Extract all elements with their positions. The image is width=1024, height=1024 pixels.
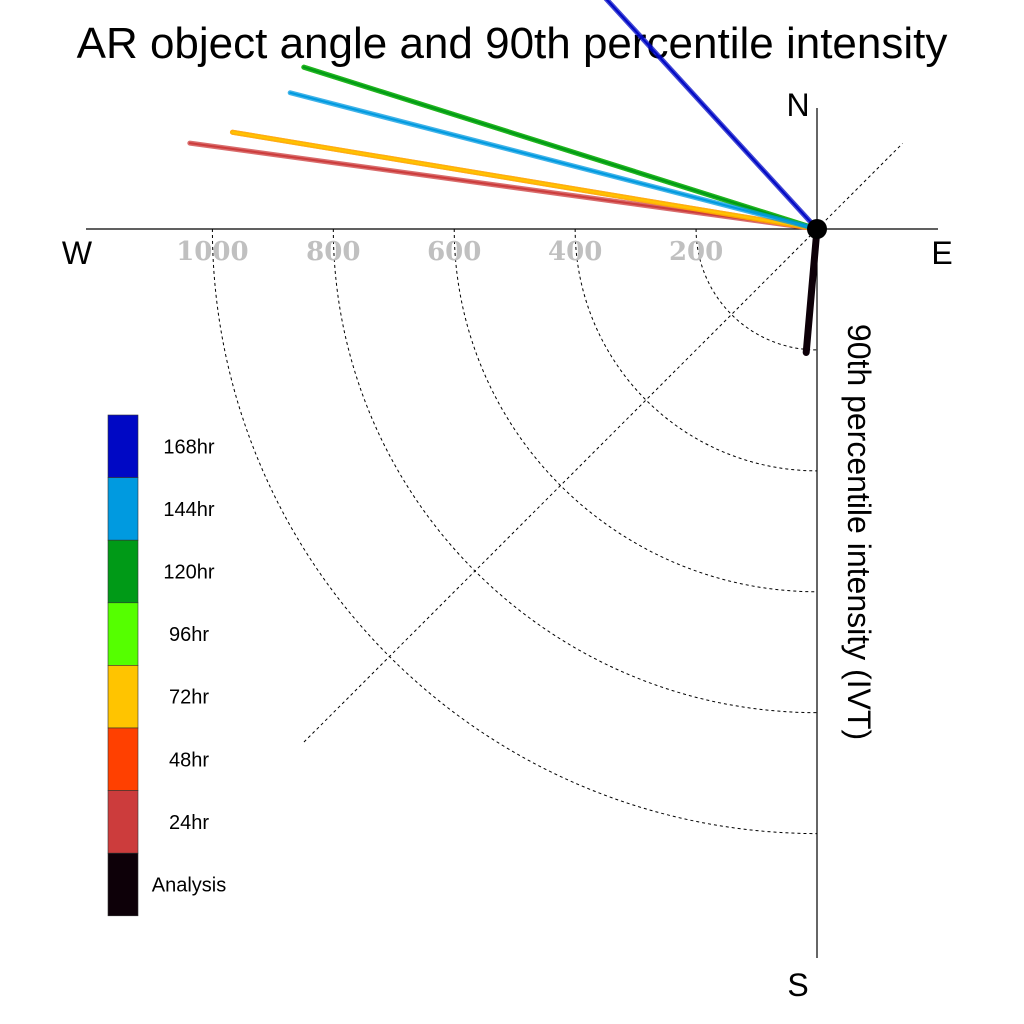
legend-label-24hr: 24hr	[169, 812, 209, 834]
compass-east: E	[931, 235, 952, 271]
compass-west: W	[62, 235, 93, 271]
grid-arc-400	[574, 228, 818, 472]
vector-core-168hr	[605, 0, 818, 230]
legend-label-96hr: 96hr	[169, 624, 209, 646]
legend-label-72hr: 72hr	[169, 687, 209, 709]
legend-swatch-168hr	[107, 414, 139, 478]
vector-core-120hr	[302, 66, 818, 230]
compass-north: N	[786, 87, 809, 123]
legend-swatch-analysis	[107, 852, 139, 917]
compass-south: S	[787, 967, 808, 1003]
origin-marker	[807, 219, 827, 239]
legend-swatch-96hr	[107, 602, 139, 666]
legend-label-120hr: 120hr	[163, 562, 214, 584]
tick-label-1000: 1000	[176, 237, 248, 267]
chart-title: AR object angle and 90th percentile inte…	[77, 19, 948, 68]
legend-label-48hr: 48hr	[169, 749, 209, 771]
legend-label-168hr: 168hr	[163, 436, 214, 458]
legend-swatch-120hr	[107, 539, 139, 604]
tick-label-400: 400	[548, 237, 602, 267]
radial-tick-labels: 200 400 600 800 1000	[176, 237, 723, 267]
grid-arc-200	[695, 228, 818, 351]
vector-analysis	[802, 225, 821, 356]
tick-label-800: 800	[306, 237, 360, 267]
legend-label-144hr: 144hr	[163, 499, 214, 521]
intensity-vectors	[187, 0, 821, 356]
legend-label-analysis: Analysis	[152, 875, 226, 897]
legend-swatch-48hr	[107, 727, 139, 791]
vector-core-24hr	[188, 142, 818, 230]
radial-grid	[211, 143, 903, 835]
tick-label-200: 200	[669, 237, 723, 267]
legend-swatch-24hr	[107, 790, 139, 854]
legend-swatch-144hr	[107, 477, 139, 541]
tick-label-600: 600	[427, 237, 481, 267]
legend-swatch-72hr	[107, 665, 139, 729]
vector-core-144hr	[289, 91, 818, 230]
vector-core-72hr	[231, 131, 818, 230]
legend: 168hr 144hr 120hr 96hr 72hr 48hr 24hr Analysis	[107, 414, 226, 917]
y-axis-label: 90th percentile intensity (IVT)	[841, 324, 877, 740]
